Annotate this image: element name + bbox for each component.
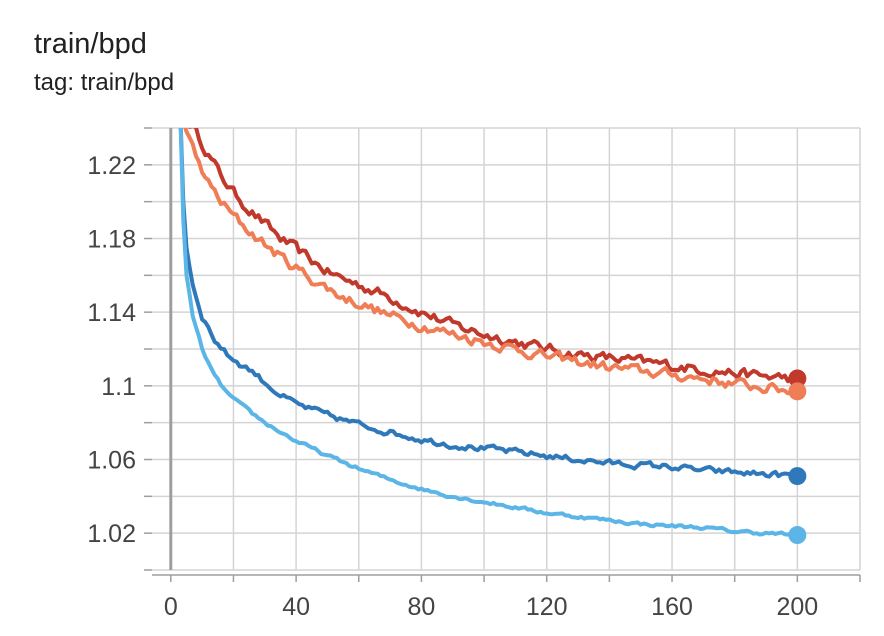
y-tick-label: 1.1: [101, 373, 136, 401]
y-tick-label: 1.18: [87, 226, 136, 254]
grid: [152, 127, 861, 571]
series-lines: [178, 128, 807, 545]
chart-title: train/bpd: [34, 28, 147, 60]
series-end-point-3: [788, 467, 807, 486]
series-end-point-2: [788, 382, 807, 401]
x-tick-label: 160: [651, 593, 693, 621]
axes: [144, 127, 861, 582]
y-tick-label: 1.02: [87, 520, 136, 548]
series-line-2: [183, 128, 800, 396]
y-tick-label: 1.22: [87, 152, 136, 180]
y-tick-label: 1.06: [87, 447, 136, 475]
series-line-4: [178, 128, 800, 537]
x-tick-label: 120: [526, 593, 568, 621]
series-line-1: [188, 128, 800, 384]
x-tick-label: 40: [282, 593, 310, 621]
series-end-point-4: [788, 526, 807, 545]
x-tick-label: 80: [408, 593, 436, 621]
y-tick-label: 1.14: [87, 299, 136, 327]
x-tick-label: 200: [776, 593, 818, 621]
series-end-point-1: [788, 369, 807, 388]
series-line-3: [178, 128, 800, 479]
chart-subtitle: tag: train/bpd: [34, 69, 175, 96]
x-tick-label: 0: [164, 593, 178, 621]
tick-labels: 0 40 80 120 160 200 1.02 1.06 1.1 1.14 1.18 1.22: [87, 152, 818, 621]
